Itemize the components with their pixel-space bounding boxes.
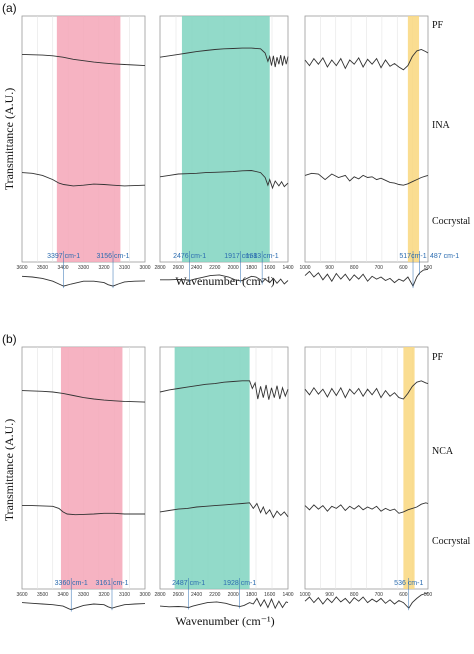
- subplot-2: 2800 2600 2400 2200 2000 1800 1600 1400 2476 cm-…: [154, 15, 294, 285]
- x-tick-label: 1400: [282, 265, 293, 271]
- highlight-band: [407, 16, 420, 262]
- panel-label: (b): [2, 332, 17, 346]
- x-tick-label: 2600: [173, 592, 184, 598]
- x-tick-label: 3200: [98, 592, 109, 598]
- trace-label-cocrystal: Cocrystal: [432, 536, 471, 547]
- subplot-2: 2800 2600 2400 2200 2000 1800 1600 1400 2487 cm-…: [154, 346, 294, 610]
- x-tick-label: 3300: [78, 592, 89, 598]
- x-tick-label: 700: [375, 265, 384, 271]
- peak-annotation: 2476 cm-1: [173, 253, 206, 260]
- series-line-ina: [159, 170, 289, 190]
- x-tick-label: 2800: [154, 265, 165, 271]
- highlight-band: [56, 16, 121, 262]
- x-tick-label: 3200: [98, 265, 109, 271]
- series-line-nca: [22, 505, 145, 516]
- highlight-band: [403, 347, 415, 589]
- peak-annotation: 2487 cm-1: [172, 580, 205, 587]
- series-line-cocrystal: [160, 274, 289, 285]
- x-tick-label: 1600: [264, 592, 275, 598]
- series-line-pf: [21, 390, 146, 403]
- x-tick-label: 3600: [16, 265, 27, 271]
- peak-annotation: 3397 cm-1: [47, 253, 80, 260]
- y-axis-label: Transmittance (A.U.): [2, 88, 16, 191]
- subplot-1: 3600 3500 3400 3300 3200 3100 3000 3397 cm-1 315…: [16, 15, 151, 289]
- peak-annotation: 487 cm-1: [430, 253, 459, 260]
- x-tick-label: 2400: [191, 592, 202, 598]
- x-tick-label: 1400: [282, 592, 293, 598]
- y-axis-label: Transmittance (A.U.): [2, 419, 16, 522]
- series-line-pf: [159, 380, 289, 400]
- x-tick-label: 2800: [154, 592, 165, 598]
- panel-label: (a): [2, 1, 17, 15]
- x-tick-label: 1000: [299, 265, 310, 271]
- peak-annotation: 1928 cm-1: [223, 580, 256, 587]
- x-tick-label: 1600: [264, 265, 275, 271]
- x-tick-label: 900: [325, 265, 334, 271]
- trace-label-pf: PF: [432, 352, 444, 363]
- series-line-nca: [159, 502, 289, 519]
- x-tick-label: 500: [424, 592, 433, 598]
- highlight-band: [181, 16, 270, 262]
- series-line-cocrystal: [21, 602, 146, 611]
- peak-annotation: 3156 cm-1: [96, 253, 129, 260]
- x-tick-label: 3400: [57, 265, 68, 271]
- x-tick-label: 800: [350, 592, 359, 598]
- x-tick-label: 700: [375, 592, 384, 598]
- peak-annotation: 3161 cm-1: [95, 580, 128, 587]
- x-tick-label: 2000: [228, 592, 239, 598]
- series-line-cocrystal: [304, 268, 429, 288]
- trace-label-ina: INA: [432, 120, 451, 131]
- x-tick-label: 500: [424, 265, 433, 271]
- x-tick-label: 3400: [57, 592, 68, 598]
- x-tick-label: 800: [350, 265, 359, 271]
- series-line-ina: [304, 172, 429, 186]
- x-axis-label: Wavenumber (cm⁻¹): [175, 614, 274, 628]
- series-line-pf: [21, 53, 146, 67]
- x-tick-label: 3100: [119, 265, 130, 271]
- x-tick-label: 3000: [139, 592, 150, 598]
- highlight-band: [174, 347, 250, 589]
- series-line-cocrystal: [159, 597, 289, 610]
- series-line-ina: [21, 172, 146, 187]
- trace-label-pf: PF: [432, 20, 444, 31]
- x-tick-label: 3500: [37, 265, 48, 271]
- x-tick-label: 2600: [173, 265, 184, 271]
- peak-annotation: 517cm-1: [399, 253, 426, 260]
- series-line-nca: [304, 502, 429, 514]
- x-tick-label: 600: [399, 592, 408, 598]
- series-line-cocrystal: [21, 275, 146, 287]
- subplot-1: 3600 3500 3400 3300 3200 3100 3000 3360 cm-1 316…: [16, 346, 151, 612]
- peak-annotation: 3360 cm-1: [55, 580, 88, 587]
- x-tick-label: 2400: [191, 265, 202, 271]
- x-tick-label: 1800: [246, 592, 257, 598]
- x-tick-label: 600: [399, 265, 408, 271]
- x-tick-label: 3500: [37, 592, 48, 598]
- x-tick-label: 2200: [209, 592, 220, 598]
- series-line-pf: [304, 49, 429, 71]
- series-line-pf: [304, 380, 429, 400]
- trace-label-nca: NCA: [432, 446, 454, 457]
- highlight-band: [60, 347, 123, 589]
- x-tick-label: 2000: [228, 265, 239, 271]
- series-line-cocrystal: [304, 592, 429, 609]
- peak-annotation: 1683 cm-1: [246, 253, 279, 260]
- trace-label-cocrystal: Cocrystal: [432, 216, 471, 227]
- x-tick-label: 3300: [78, 265, 89, 271]
- x-tick-label: 1000: [299, 592, 310, 598]
- series-line-pf: [159, 47, 289, 68]
- peak-annotation: 1917 cm-1: [224, 253, 257, 260]
- x-tick-label: 3100: [119, 592, 130, 598]
- x-tick-label: 3600: [16, 592, 27, 598]
- x-tick-label: 1800: [246, 265, 257, 271]
- x-tick-label: 3000: [139, 265, 150, 271]
- peak-annotation: 536 cm-1: [394, 580, 423, 587]
- x-tick-label: 2200: [209, 265, 220, 271]
- x-tick-label: 900: [325, 592, 334, 598]
- subplot-3: 1000 900 800 700 600 500 517cm-1 487 cm-1: [299, 15, 459, 289]
